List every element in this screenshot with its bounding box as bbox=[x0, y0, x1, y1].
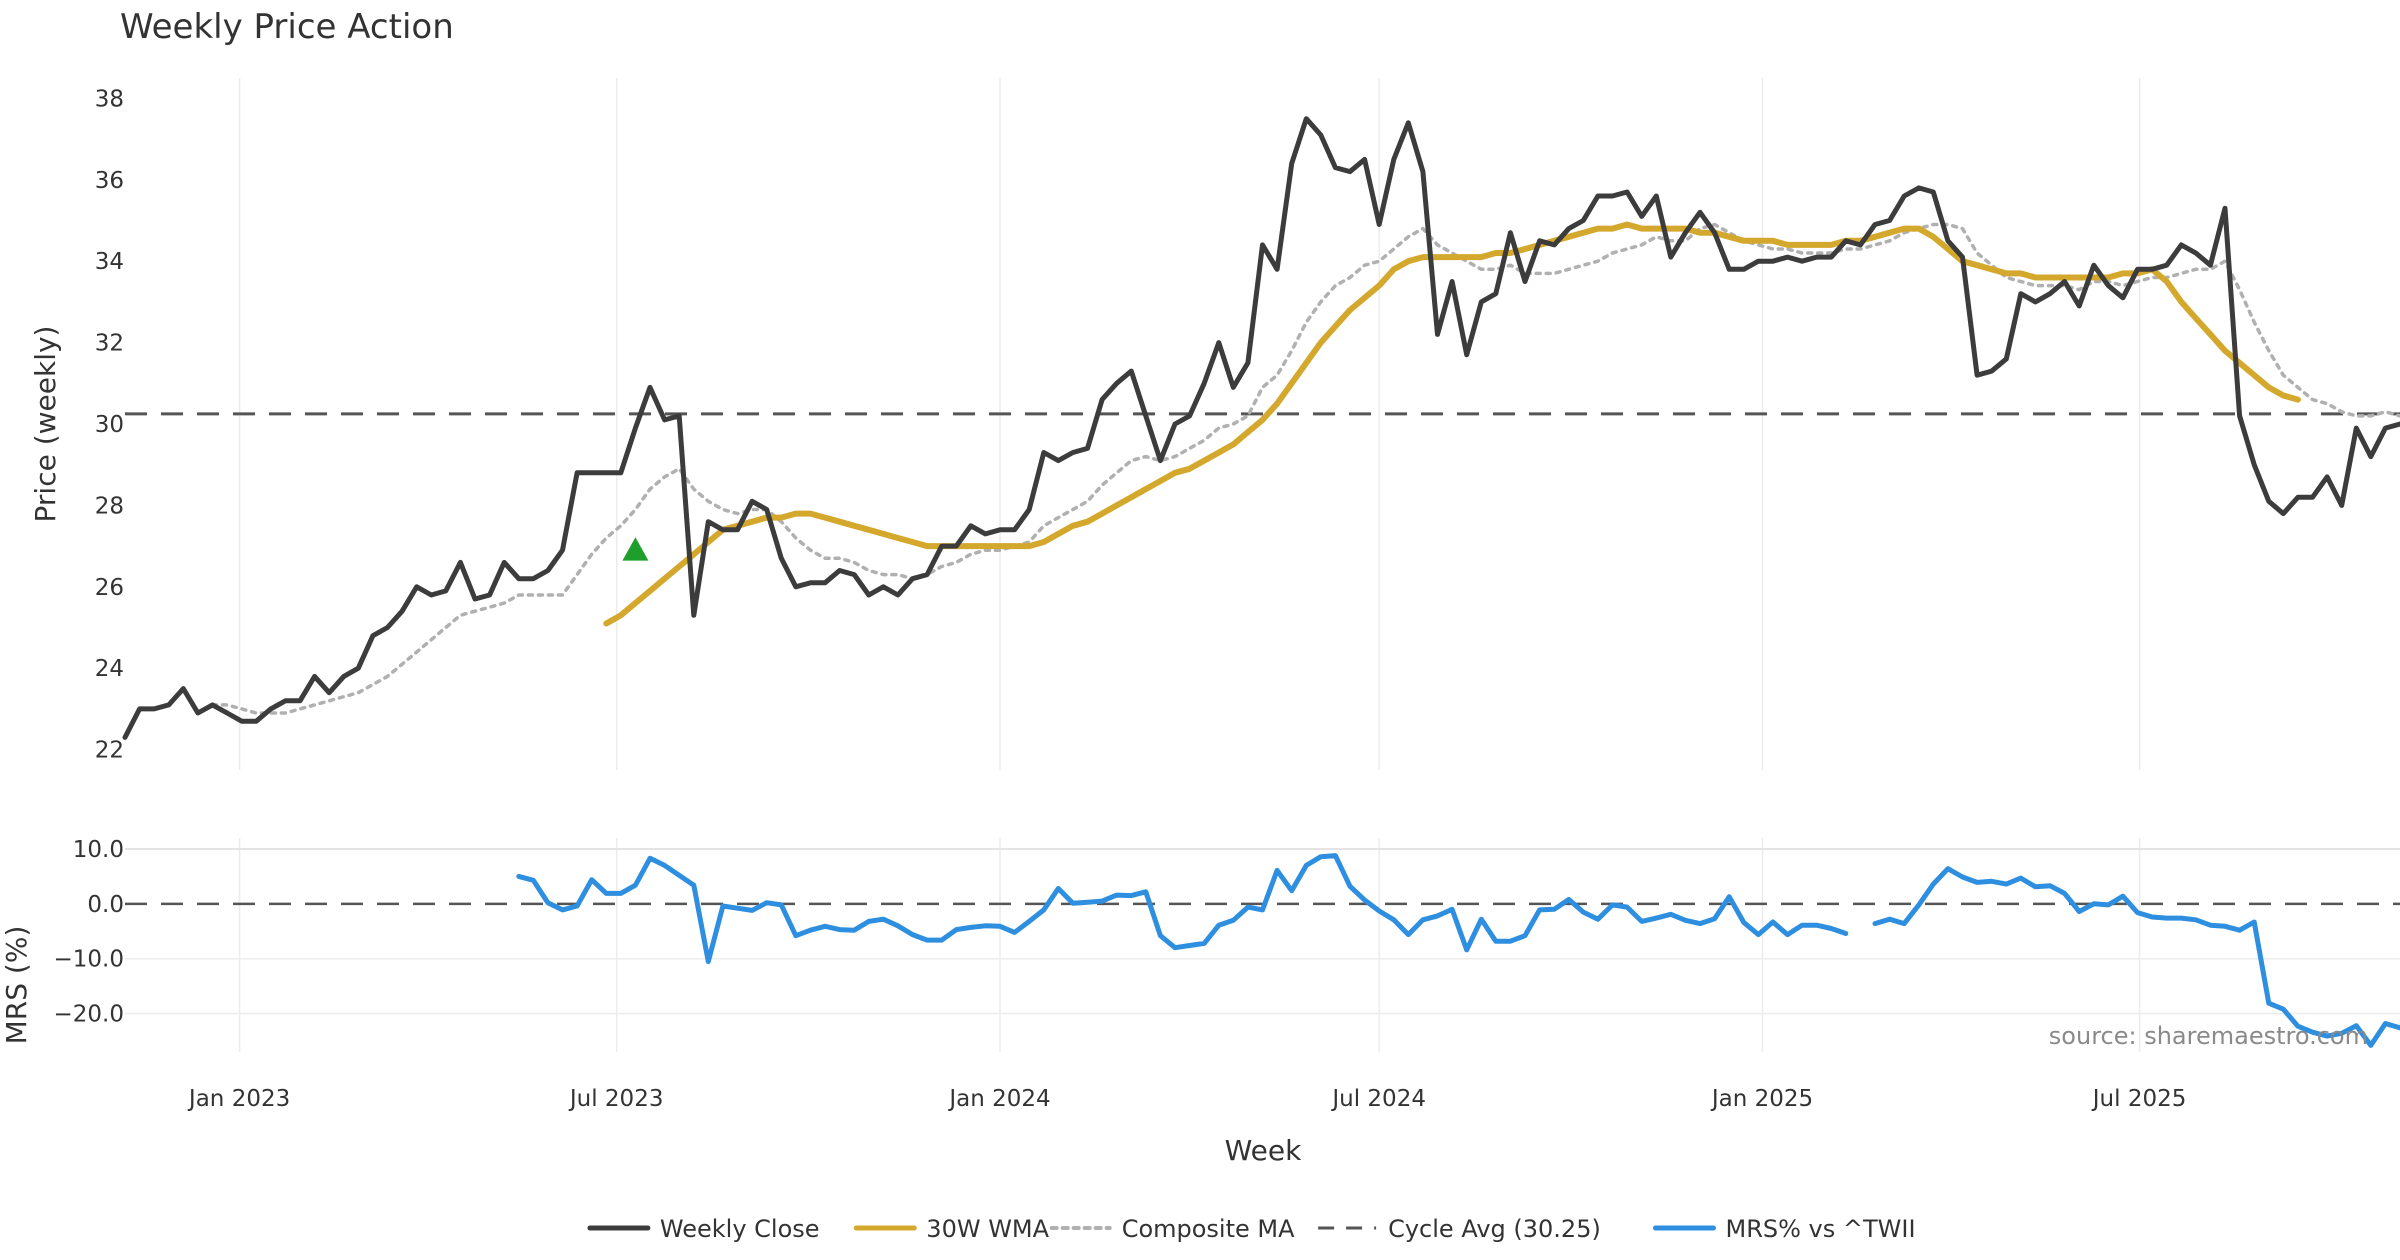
price-y-tick-label: 22 bbox=[95, 738, 124, 764]
price-y-tick-label: 38 bbox=[95, 86, 124, 112]
mrs-y-axis-title: MRS (%) bbox=[0, 926, 33, 1045]
legend-entry-30w-wma: 30W WMA bbox=[853, 1215, 1050, 1243]
legend-label: Composite MA bbox=[1122, 1215, 1295, 1243]
x-axis-ticks: Jan 2023 Jul 2023 Jan 2024 Jul 2024 Jan 2025… bbox=[187, 1086, 2186, 1112]
mrs-y-tick-label: 10.0 bbox=[73, 837, 124, 863]
legend-entry-composite-ma: Composite MA bbox=[1049, 1215, 1295, 1243]
legend: Weekly Close 30W WMA Composite MA Cycle Avg… bbox=[587, 1215, 1916, 1243]
x-tick-label: Jul 2023 bbox=[568, 1086, 664, 1112]
buy-signal-marker bbox=[622, 537, 649, 561]
mrs-y-tick-label: −20.0 bbox=[54, 1002, 124, 1028]
x-tick-label: Jan 2024 bbox=[947, 1086, 1050, 1112]
price-y-tick-label: 24 bbox=[95, 656, 124, 682]
legend-label: Cycle Avg (30.25) bbox=[1388, 1215, 1601, 1243]
x-tick-label: Jan 2023 bbox=[187, 1086, 290, 1112]
legend-label: 30W WMA bbox=[926, 1215, 1049, 1243]
price-y-tick-label: 28 bbox=[95, 493, 124, 519]
x-axis-title: Week bbox=[1225, 1134, 1302, 1167]
price-y-axis-title: Price (weekly) bbox=[29, 326, 62, 523]
series-mrs-vs-twii bbox=[516, 853, 2400, 1048]
legend-entry-cycle-avg-30-25: Cycle Avg (30.25) bbox=[1318, 1215, 1601, 1243]
mrs-y-tick-label: −10.0 bbox=[54, 947, 124, 973]
x-tick-label: Jan 2025 bbox=[1710, 1086, 1813, 1112]
legend-label: MRS% vs ^TWII bbox=[1726, 1215, 1916, 1243]
price-series bbox=[122, 116, 2400, 740]
legend-entry-weekly-close: Weekly Close bbox=[587, 1215, 820, 1243]
mrs-y-tick-label: 0.0 bbox=[87, 892, 124, 918]
price-y-ticks: 22 24 26 28 30 32 34 36 38 bbox=[95, 86, 124, 763]
price-y-tick-label: 34 bbox=[95, 249, 124, 275]
price-y-tick-label: 26 bbox=[95, 575, 124, 601]
legend-label: Weekly Close bbox=[660, 1215, 820, 1243]
x-tick-label: Jul 2024 bbox=[1330, 1086, 1426, 1112]
price-y-tick-label: 36 bbox=[95, 168, 124, 194]
mrs-y-ticks: −20.0 −10.0 0.0 10.0 bbox=[54, 837, 124, 1028]
mrs-series bbox=[516, 853, 2400, 1048]
price-y-tick-label: 32 bbox=[95, 331, 124, 357]
source-attribution: source: sharemaestro.com bbox=[2049, 1022, 2368, 1050]
x-tick-label: Jul 2025 bbox=[2091, 1086, 2187, 1112]
chart-title: Weekly Price Action bbox=[120, 7, 454, 47]
mrs-grid bbox=[125, 838, 2400, 1052]
price-grid bbox=[238, 78, 2141, 770]
series-weekly-close bbox=[122, 116, 2400, 740]
series-composite-ma bbox=[210, 222, 2400, 715]
legend-entry-mrs-vs-twii: MRS% vs ^TWII bbox=[1653, 1215, 1916, 1243]
price-y-tick-label: 30 bbox=[95, 412, 124, 438]
series-30w-wma bbox=[603, 221, 2301, 627]
